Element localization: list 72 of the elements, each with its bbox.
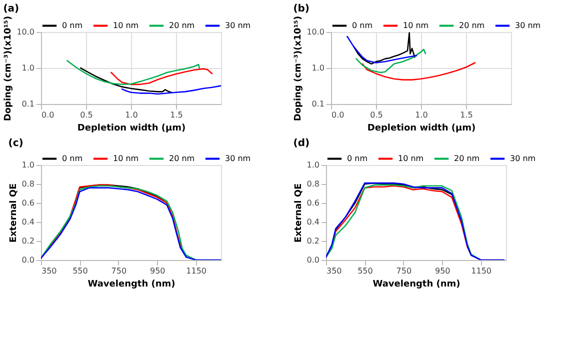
x-tick-label: 550 — [358, 266, 373, 276]
y-tick-label: 1.0 — [22, 64, 34, 72]
y-tick-label: 0.4 — [306, 218, 320, 226]
legend-label: 0 nm — [62, 154, 83, 163]
y-tick-label: 1.0 — [22, 160, 34, 170]
y-tick-label: 0.1 — [22, 100, 34, 108]
legend-label: 20 nm — [459, 20, 485, 30]
legend-label: 30 nm — [515, 20, 541, 30]
legend-label: 10 nm — [113, 154, 139, 163]
y-tick-label: 0.0 — [306, 256, 320, 264]
x-tick-label: 1150 — [471, 266, 492, 276]
y-tick-label: 0.0 — [22, 256, 34, 264]
legend-label: 20 nm — [169, 20, 195, 30]
x-tick-label: 750 — [396, 266, 412, 276]
x-tick-label: 1.0 — [125, 110, 138, 120]
x-tick-label: 1.0 — [415, 110, 428, 120]
chart-title: (b) — [293, 3, 310, 14]
legend-label: 0 nm — [352, 20, 373, 30]
line-series — [121, 85, 221, 95]
x-tick-label: 550 — [72, 266, 88, 276]
y-tick-label: 1.0 — [306, 160, 320, 170]
x-tick-label: 350 — [326, 266, 342, 276]
x-tick-label: 950 — [434, 266, 450, 276]
legend-label: 20 nm — [454, 154, 480, 163]
legend-label: 30 nm — [510, 154, 536, 163]
line-series — [346, 36, 418, 64]
x-axis-title: Depletion width (µm) — [77, 124, 186, 134]
y-tick-label: 0.8 — [22, 180, 34, 188]
y-tick-label: 10.0 — [306, 28, 324, 36]
y-axis-title: External QE — [8, 183, 19, 243]
y-tick-label: 0.6 — [306, 198, 320, 208]
line-series — [110, 68, 213, 86]
line-series — [356, 48, 426, 74]
legend-label: 10 nm — [398, 154, 424, 163]
line-series — [362, 62, 476, 80]
x-tick-label: 950 — [150, 266, 166, 276]
legend-label: 10 nm — [403, 20, 429, 30]
text: 0 nm — [347, 154, 368, 163]
x-axis-title: Depletion width (µm) — [367, 124, 476, 134]
x-tick-label: 0.0 — [332, 110, 344, 120]
y-tick-label: 0.1 — [312, 100, 324, 108]
legend-label: 30 nm — [225, 20, 251, 30]
y-axis-title: External QE — [294, 183, 304, 243]
chart-title: (c) — [8, 138, 24, 149]
y-tick-label: 0.8 — [306, 180, 320, 188]
x-tick-label: 0.5 — [80, 110, 93, 120]
y-tick-label: 0.4 — [22, 218, 34, 226]
legend-label: 20 nm — [169, 154, 195, 163]
x-axis-title: Wavelength (nm) — [88, 280, 176, 290]
x-axis-title: Wavelength (nm) — [372, 280, 460, 290]
line-series — [80, 67, 172, 94]
y-tick-label: 0.2 — [22, 236, 34, 246]
y-tick-label: 0.2 — [306, 236, 320, 246]
x-tick-label: 350 — [42, 266, 57, 276]
x-tick-label: 1150 — [186, 266, 207, 276]
legend-label: 30 nm — [225, 154, 251, 163]
y-tick-label: 10.0 — [16, 28, 34, 36]
line-series — [66, 60, 200, 86]
legend-label: 10 nm — [113, 20, 139, 30]
line-series — [352, 32, 416, 65]
chart-title: (a) — [3, 3, 20, 14]
legend-label: 0 nm — [62, 20, 83, 30]
x-tick-label: 0.5 — [370, 110, 383, 120]
x-tick-label: 750 — [111, 266, 127, 276]
x-tick-label: 1.5 — [170, 110, 183, 120]
y-tick-label: 1.0 — [312, 64, 324, 72]
chart-title: (d) — [293, 138, 310, 149]
x-tick-label: 1.5 — [460, 110, 473, 120]
y-axis-title: Doping (cm⁻³)(x10¹⁵) — [4, 16, 14, 122]
y-axis-title: Doping (cm⁻³)(x10¹⁵) — [294, 16, 304, 122]
y-tick-label: 0.6 — [22, 198, 34, 208]
x-tick-label: 0.0 — [42, 110, 54, 120]
